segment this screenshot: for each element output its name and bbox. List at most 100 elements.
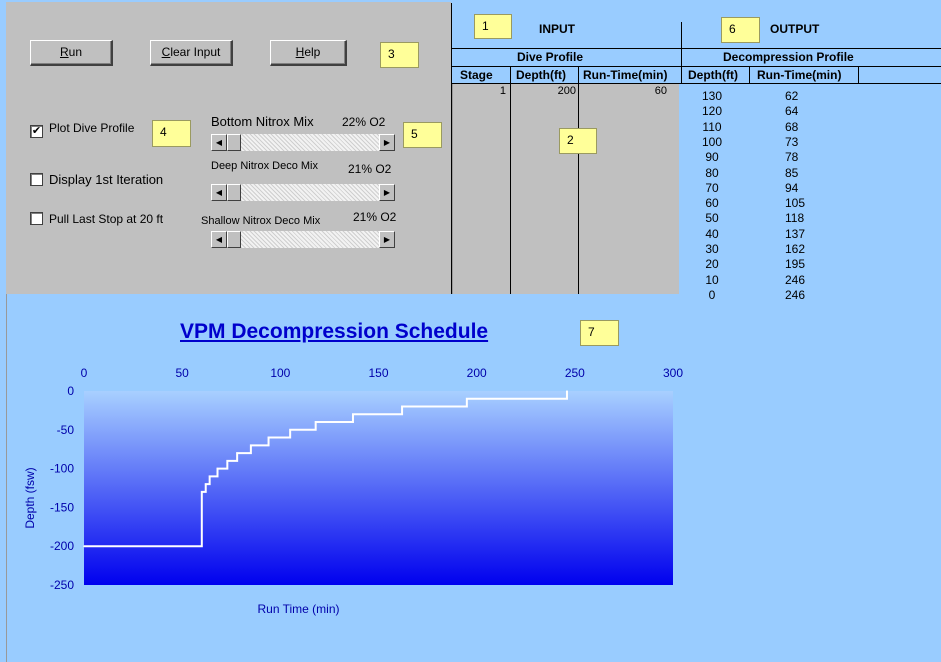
checkbox-unchecked-icon[interactable]: [30, 173, 43, 186]
output-row: 100 73: [690, 135, 830, 150]
deep-mix-slider[interactable]: ◀ ▶: [211, 184, 395, 201]
table-rule: [749, 66, 750, 84]
output-runtime-cell: 105: [785, 196, 806, 211]
profile-point: [289, 436, 291, 439]
slider-track[interactable]: [211, 231, 395, 248]
output-runtime-cell: 94: [785, 180, 799, 195]
output-depth-cell: 80: [705, 165, 719, 180]
output-row: 70 94: [690, 181, 830, 196]
x-tick-label: 200: [467, 366, 487, 380]
output-depth-cell: 50: [705, 211, 719, 226]
table-rule: [451, 48, 941, 49]
y-axis-title: Depth (fsw): [23, 467, 37, 528]
table-rule: [858, 66, 859, 84]
profile-point: [352, 421, 354, 423]
output-row: 50 118: [690, 211, 830, 226]
callout-3: 3: [380, 42, 419, 68]
profile-point: [204, 491, 207, 493]
callout-2: 2: [559, 128, 597, 154]
profile-point: [226, 460, 229, 462]
display-first-iteration-label: Display 1st Iteration: [49, 172, 164, 187]
input-runtime-cell[interactable]: 60: [654, 85, 667, 97]
shallow-mix-label: Shallow Nitrox Deco Mix: [201, 215, 321, 227]
output-row: 90 78: [690, 150, 830, 165]
profile-point: [201, 491, 203, 493]
output-runtime-cell: 246: [785, 272, 806, 287]
run-accelerator: R: [59, 45, 69, 59]
slider-left-arrow-icon[interactable]: ◀: [211, 184, 227, 201]
output-row: 10 246: [690, 273, 830, 288]
output-runtime-cell: 137: [785, 226, 806, 241]
output-depth-cell: 30: [705, 242, 719, 256]
slider-thumb[interactable]: [227, 231, 241, 248]
input-stage-cell[interactable]: 1: [499, 85, 506, 97]
table-rule: [451, 3, 452, 294]
runtime-column-header: Run-Time(min): [583, 68, 668, 82]
run-button[interactable]: Run: [30, 40, 113, 66]
pull-last-stop-label: Pull Last Stop at 20 ft: [49, 212, 164, 226]
output-row: 130 62: [690, 89, 830, 104]
table-rule: [510, 66, 511, 294]
stage-column-header: Stage: [460, 68, 493, 82]
shallow-mix-slider[interactable]: ◀ ▶: [211, 231, 395, 248]
output-runtime-cell: 195: [785, 257, 806, 272]
bottom-mix-slider[interactable]: ◀ ▶: [211, 134, 395, 151]
plot-area: [84, 391, 673, 585]
help-label: elp: [304, 45, 321, 59]
slider-right-arrow-icon[interactable]: ▶: [379, 231, 395, 248]
profile-point: [566, 397, 568, 400]
x-tick-label: 0: [81, 366, 88, 380]
bottom-mix-label: Bottom Nitrox Mix: [211, 114, 314, 129]
slider-track[interactable]: [211, 134, 395, 151]
slider-right-arrow-icon[interactable]: ▶: [379, 184, 395, 201]
output-depth-cell: 110: [702, 119, 722, 134]
checkbox-unchecked-icon[interactable]: [30, 212, 43, 225]
profile-point: [83, 545, 85, 547]
input-depth-cell[interactable]: 200: [557, 85, 576, 97]
pull-last-stop-checkbox[interactable]: Pull Last Stop at 20 ft: [30, 212, 163, 226]
slider-thumb[interactable]: [227, 184, 241, 201]
output-runtime-column-header: Run-Time(min): [757, 68, 842, 82]
output-row: 80 85: [690, 166, 830, 181]
profile-point: [401, 413, 403, 416]
table-rule: [451, 66, 941, 67]
slider-left-arrow-icon[interactable]: ◀: [211, 134, 227, 151]
callout-1: 1: [474, 14, 512, 39]
slider-right-arrow-icon[interactable]: ▶: [379, 134, 395, 151]
clear-input-button[interactable]: Clear Input: [150, 40, 233, 66]
output-runtime-cell: 64: [785, 104, 799, 119]
plot-dive-profile-label: Plot Dive Profile: [49, 121, 135, 135]
output-depth-cell: 120: [701, 104, 723, 119]
profile-point: [216, 467, 219, 470]
help-accelerator: H: [295, 45, 305, 59]
profile-point: [267, 444, 270, 447]
y-tick-label: -200: [50, 539, 74, 553]
output-runtime-cell: 78: [785, 150, 799, 165]
chart-title: VPM Decompression Schedule: [180, 320, 489, 343]
output-runtime-cell: 118: [785, 211, 805, 226]
display-first-iteration-checkbox[interactable]: Display 1st Iteration: [30, 172, 163, 187]
input-values-column: [511, 84, 679, 294]
profile-point: [466, 397, 468, 400]
slider-thumb[interactable]: [227, 134, 241, 151]
bottom-mix-value: 22% O2: [342, 115, 386, 129]
profile-point: [566, 390, 568, 392]
callout-6: 6: [721, 17, 760, 43]
plot-dive-profile-checkbox[interactable]: ✔ Plot Dive Profile: [30, 121, 134, 138]
callout-7: 7: [580, 320, 619, 346]
deep-mix-value: 21% O2: [348, 162, 392, 176]
output-runtime-cell: 68: [785, 119, 799, 134]
deep-mix-label: Deep Nitrox Deco Mix: [211, 160, 318, 172]
help-button[interactable]: Help: [270, 40, 347, 66]
output-depth-cell: 130: [701, 89, 723, 103]
slider-track[interactable]: [211, 184, 395, 201]
checkbox-checked-icon[interactable]: ✔: [30, 125, 43, 138]
decompression-profile-header: Decompression Profile: [723, 50, 854, 64]
output-depth-cell: 0: [708, 287, 716, 302]
x-tick-label: 50: [175, 366, 189, 380]
output-depth-column-header: Depth(ft): [688, 68, 738, 82]
output-depth-cell: 40: [705, 226, 719, 241]
slider-left-arrow-icon[interactable]: ◀: [211, 231, 227, 248]
callout-4: 4: [152, 120, 191, 147]
output-runtime-cell: 162: [785, 242, 806, 256]
